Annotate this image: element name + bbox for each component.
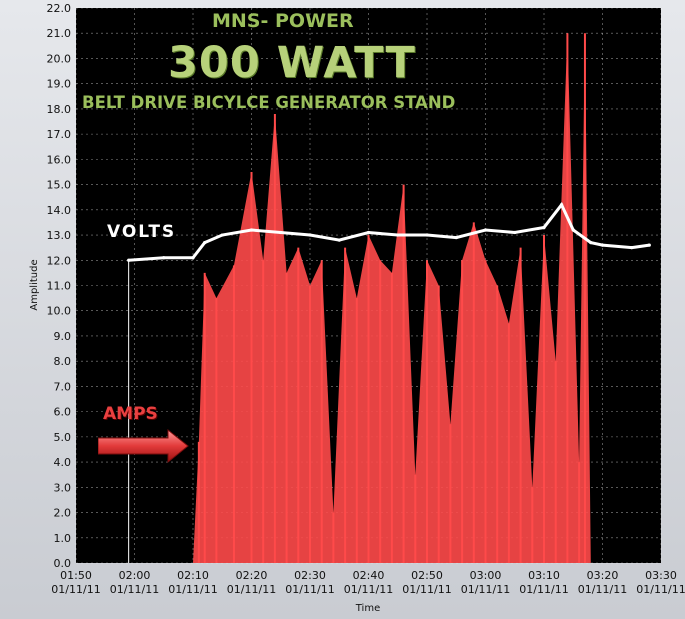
x-tick-date: 01/11/11 (461, 583, 510, 596)
y-tick-label: 15.0 (47, 179, 72, 192)
volts-point (425, 233, 429, 237)
volts-point (308, 233, 312, 237)
y-tick-label: 2.0 (54, 507, 72, 520)
volts-point (483, 228, 488, 232)
x-tick-time: 03:20 (587, 569, 619, 582)
y-tick-label: 3.0 (54, 481, 72, 494)
volts-point (600, 243, 605, 247)
chart-title-product: BELT DRIVE BICYLCE GENERATOR STAND (82, 93, 456, 112)
volts-point (630, 246, 634, 250)
volts-series (127, 201, 651, 563)
x-tick-time: 03:30 (645, 569, 677, 582)
volts-point (162, 256, 166, 260)
volts-line (128, 201, 650, 262)
chart-title-wattage: 300 WATT (168, 38, 416, 88)
amps-series (193, 33, 650, 563)
volts-point (249, 228, 254, 232)
y-tick-label: 10.0 (47, 305, 72, 318)
x-tick-date: 01/11/11 (110, 583, 159, 596)
amps-area (193, 33, 650, 563)
x-tick-time: 01:50 (60, 569, 92, 582)
x-tick-date: 01/11/11 (51, 583, 100, 596)
x-axis-ticks: 01:5001/11/1102:0001/11/1102:1001/11/110… (51, 569, 685, 596)
y-tick-label: 14.0 (47, 204, 72, 217)
y-tick-label: 0.0 (54, 557, 72, 570)
y-tick-label: 21.0 (47, 27, 72, 40)
y-tick-label: 18.0 (47, 103, 72, 116)
volts-point (337, 238, 341, 242)
y-tick-label: 9.0 (54, 330, 72, 343)
x-tick-time: 02:30 (294, 569, 326, 582)
volts-point (279, 230, 283, 235)
volts-point (366, 230, 371, 235)
x-tick-date: 01/11/11 (578, 583, 627, 596)
x-tick-date: 01/11/11 (285, 583, 334, 596)
volts-point (571, 228, 575, 232)
amps-series-label: AMPS (103, 404, 158, 424)
y-tick-label: 6.0 (54, 406, 72, 419)
x-tick-time: 02:40 (353, 569, 385, 582)
x-tick-time: 02:10 (177, 569, 209, 582)
x-tick-time: 02:00 (119, 569, 151, 582)
y-tick-label: 4.0 (54, 456, 72, 469)
volts-point (127, 258, 131, 262)
y-tick-label: 16.0 (47, 153, 72, 166)
y-tick-label: 20.0 (47, 52, 72, 65)
y-tick-label: 19.0 (47, 78, 72, 91)
volts-point (559, 203, 564, 207)
y-tick-label: 7.0 (54, 380, 72, 393)
y-axis-ticks: 0.0 1.0 2.0 3.0 4.0 5.0 6.0 7.0 8.0 9.0 10.0 11.0 12… (47, 2, 72, 570)
volts-point (203, 241, 207, 245)
x-tick-date: 01/11/11 (344, 583, 393, 596)
y-tick-label: 5.0 (54, 431, 72, 444)
volts-point (647, 243, 651, 247)
x-tick-date: 01/11/11 (168, 583, 217, 596)
volts-point (542, 225, 546, 230)
x-tick-date: 01/11/11 (519, 583, 568, 596)
y-tick-label: 12.0 (47, 254, 72, 267)
amps-arrow-icon (98, 428, 189, 464)
y-tick-label: 17.0 (47, 128, 72, 141)
volts-point (454, 235, 458, 240)
volts-point (220, 233, 224, 237)
x-tick-date: 01/11/11 (402, 583, 451, 596)
x-tick-date: 01/11/11 (636, 583, 685, 596)
y-tick-label: 8.0 (54, 355, 72, 368)
x-axis-label: Time (355, 603, 380, 614)
volts-point (513, 230, 517, 235)
y-tick-label: 1.0 (54, 532, 72, 545)
x-tick-time: 03:00 (470, 569, 502, 582)
x-tick-date: 01/11/11 (227, 583, 276, 596)
volts-point (396, 233, 400, 237)
x-tick-time: 02:50 (411, 569, 443, 582)
y-axis-label: Amplitude (29, 259, 40, 310)
x-tick-time: 03:10 (528, 569, 560, 582)
volts-point (191, 256, 195, 260)
volts-point (589, 241, 593, 245)
y-tick-label: 13.0 (47, 229, 72, 242)
chart-title-brand: MNS- POWER (212, 10, 354, 32)
volts-series-label: VOLTS (107, 222, 177, 242)
x-tick-time: 02:20 (236, 569, 268, 582)
y-tick-label: 11.0 (47, 280, 72, 293)
y-tick-label: 22.0 (47, 2, 72, 15)
